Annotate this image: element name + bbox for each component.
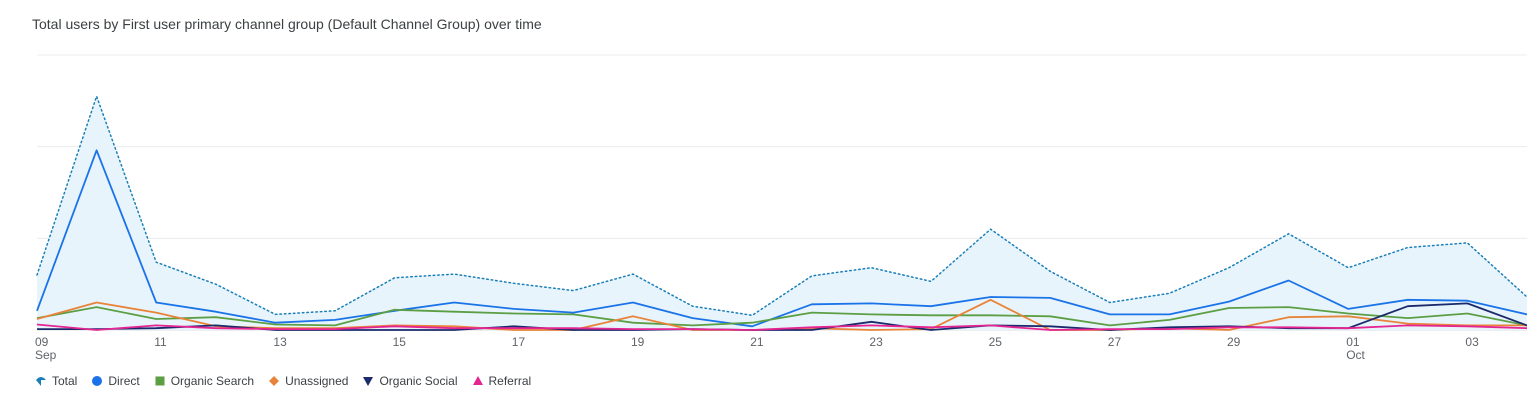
legend-label: Total [52, 374, 78, 388]
legend-item-direct[interactable]: Direct [91, 374, 140, 388]
legend-item-total[interactable]: Total [35, 374, 77, 388]
x-tick-label: 01 [1346, 335, 1360, 349]
legend-item-unassigned[interactable]: Unassigned [268, 374, 348, 388]
legend-marker-referral-icon [472, 375, 484, 387]
x-tick-label: 23 [869, 335, 883, 349]
series-line-organic-search [36, 306, 1527, 327]
x-tick-label: 03 [1465, 335, 1479, 349]
legend-label: Direct [108, 374, 140, 388]
x-tick-label: 09 [35, 335, 49, 349]
x-tick-month-label: Oct [1346, 348, 1365, 362]
chart-legend: Total Direct Organic Search Unassigned Organ… [35, 374, 531, 388]
x-tick-label: 15 [393, 335, 407, 349]
series-line-referral [36, 323, 1527, 331]
legend-label: Referral [488, 374, 532, 388]
legend-label: Unassigned [285, 374, 349, 388]
legend-marker-unassigned-icon [268, 375, 280, 387]
legend-marker-organic-search-icon [154, 375, 166, 387]
x-tick-label: 11 [154, 335, 167, 349]
x-tick-label: 19 [631, 335, 645, 349]
x-tick-label: 27 [1108, 335, 1122, 349]
legend-marker-direct-icon [91, 375, 103, 387]
x-tick-label: 21 [750, 335, 764, 349]
legend-item-organic-social[interactable]: Organic Social [362, 374, 458, 388]
legend-item-referral[interactable]: Referral [472, 374, 532, 388]
x-tick-month-label: Sep [35, 348, 57, 362]
x-tick-label: 17 [512, 335, 526, 349]
chart-title: Total users by First user primary channe… [32, 16, 542, 32]
x-tick-label: 29 [1227, 335, 1241, 349]
x-tick-label: 13 [273, 335, 287, 349]
series-area-total [37, 96, 1527, 330]
series-line-total [36, 94, 1527, 317]
legend-marker-total-icon [35, 375, 47, 387]
series-line-direct [36, 149, 1527, 328]
x-tick-label: 25 [989, 335, 1003, 349]
legend-label: Organic Social [379, 374, 458, 388]
legend-label: Organic Search [170, 374, 255, 388]
legend-item-organic-search[interactable]: Organic Search [154, 374, 254, 388]
legend-marker-organic-social-icon [362, 375, 374, 387]
